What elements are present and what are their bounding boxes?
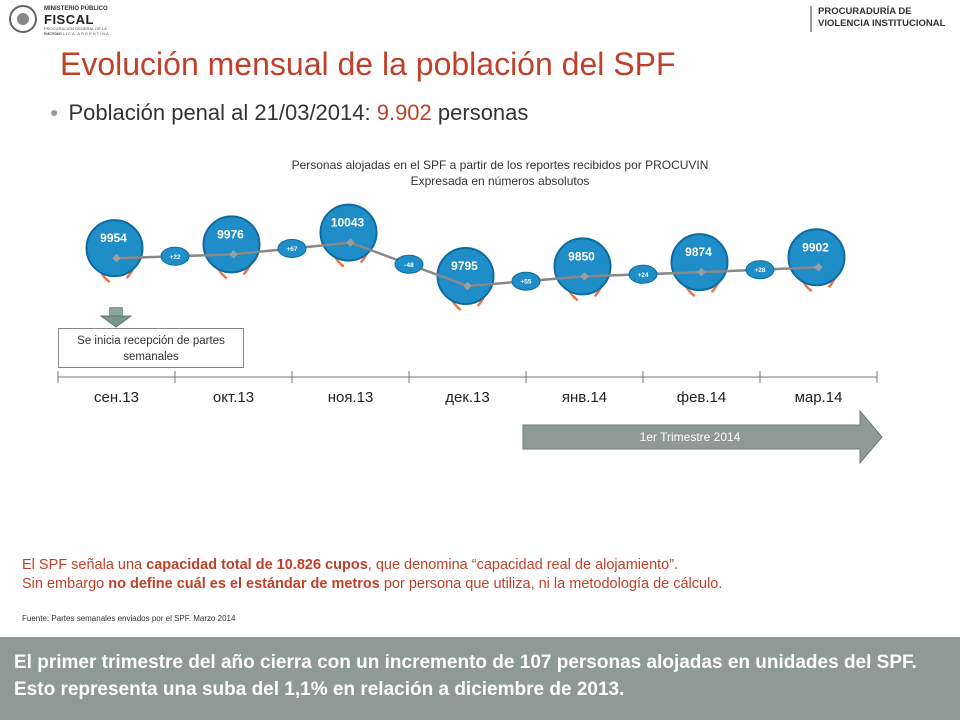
bullet-icon: ● (50, 104, 59, 120)
chart-title: Personas alojadas en el SPF a partir de … (291, 158, 709, 172)
quarter-arrow (522, 409, 883, 465)
chart-subtitle: Expresada en números absolutos (410, 174, 590, 188)
value-bubble (319, 203, 378, 262)
info-line-1: El SPF señala una capacidad total de 10.… (22, 556, 722, 575)
conclusion-banner: El primer trimestre del año cierra con u… (0, 637, 960, 720)
x-tick-label: окт.13 (213, 389, 254, 406)
value-bubble (202, 215, 261, 274)
value-bubble (553, 237, 612, 296)
page-title: Evolución mensual de la población del SP… (60, 46, 676, 82)
procuvin-line-2: VIOLENCIA INSTITUCIONAL (818, 18, 946, 29)
info-line-1-c: , que denomina “capacidad real de alojam… (367, 557, 679, 573)
info-line-2-c: por persona que utiliza, ni la metodolog… (379, 576, 723, 592)
summary-prefix: Población penal al 21/03/2014: (68, 100, 377, 125)
logo-line-1: MINISTERIO PÚBLICO (44, 6, 108, 12)
data-point-marker (580, 272, 589, 281)
data-label: 9850 (568, 249, 595, 263)
change-label: +24 (637, 272, 648, 279)
data-point-marker (463, 281, 472, 291)
data-label: 9874 (685, 245, 712, 259)
logo-line-2: FISCAL (44, 12, 94, 27)
summary-suffix: personas (431, 100, 529, 125)
logo-line-3: PROCURACIÓN GENERAL DE LA NACIÓN (44, 26, 107, 36)
change-badge (160, 246, 190, 266)
info-line-2-b: no define cuál es el estándar de metros (108, 576, 380, 592)
procuvin-logo: PROCURADURÍA DE VIOLENCIA INSTITUCIONAL (810, 6, 946, 32)
info-line-1-a: El SPF señala una (22, 557, 147, 573)
info-line-2: Sin embargo no define cuál es el estánda… (22, 575, 722, 594)
x-tick-label: сен.13 (94, 389, 139, 406)
info-line-2-a: Sin embargo (22, 576, 109, 592)
x-tick-label: фев.14 (677, 389, 727, 406)
x-tick-label: мар.14 (795, 389, 843, 406)
value-bubble (85, 219, 144, 278)
quarter-arrow-label: 1er Trimestre 2014 (640, 430, 741, 444)
value-bubble (787, 228, 846, 287)
data-point-marker (229, 250, 238, 259)
x-tick-label: дек.13 (445, 389, 490, 406)
info-line-1-b: capacidad total de 10.826 cupos (146, 557, 368, 573)
chart-title-block: Personas alojadas en el SPF a partir de … (200, 157, 800, 189)
note-arrow-head (99, 315, 133, 328)
population-summary: ● Población penal al 21/03/2014: 9.902 pe… (50, 100, 528, 126)
change-label: -48 (404, 262, 414, 269)
change-label: +22 (169, 254, 180, 261)
value-bubble (436, 247, 495, 305)
data-label: 10043 (331, 216, 365, 230)
logo-divider (810, 6, 812, 32)
procuvin-line-1: PROCURADURÍA DE (818, 6, 912, 17)
logo-emblem-icon (9, 5, 37, 33)
capacity-info: El SPF señala una capacidad total de 10.… (22, 556, 722, 594)
change-badge (277, 238, 307, 258)
logo-line-4: REPÚBLICA ARGENTINA (44, 31, 110, 36)
data-label: 9902 (802, 240, 829, 254)
summary-number: 9.902 (376, 100, 432, 125)
change-label: +67 (286, 246, 297, 253)
weekly-reports-note: Se inicia recepción de partes semanales (58, 328, 244, 368)
change-label: +55 (520, 279, 531, 286)
change-badge (394, 254, 424, 274)
change-badge (745, 260, 775, 280)
mpf-logo: MINISTERIO PÚBLICO FISCAL PROCURACIÓN GE… (8, 4, 118, 36)
data-point-marker (346, 238, 355, 247)
value-bubble (670, 233, 729, 292)
data-label: 9976 (217, 227, 244, 241)
data-point-marker (697, 267, 706, 277)
x-tick-label: янв.14 (562, 389, 607, 406)
change-label: +28 (754, 267, 765, 274)
data-label: 9954 (100, 231, 127, 245)
conclusion-text: El primer trimestre del año cierra con u… (14, 652, 917, 700)
x-tick-label: ноя.13 (328, 389, 374, 406)
data-point-marker (814, 263, 823, 272)
note-arrow-stem (109, 307, 123, 317)
change-badge (628, 264, 658, 284)
change-badge (511, 271, 541, 291)
source-note: Fuente: Partes semanales enviados por el… (22, 614, 236, 623)
population-chart: 9954 9976 10043 9795 9850 9874 9902 +22 +67 -48 +5… (57, 203, 883, 465)
data-label: 9795 (451, 259, 478, 273)
